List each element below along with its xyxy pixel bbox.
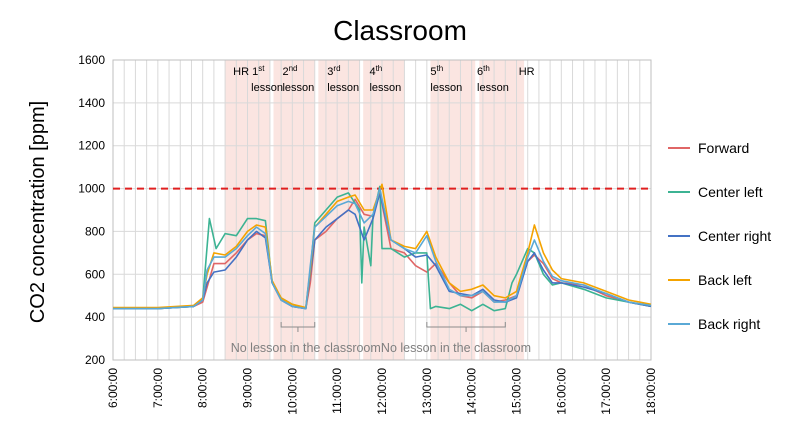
chart-title: Classroom bbox=[333, 15, 467, 46]
x-tick-label: 12:00:00 bbox=[375, 368, 389, 415]
lesson-label-1: HR 1st bbox=[233, 64, 265, 78]
y-axis-label: CO2 concentration [ppm] bbox=[27, 101, 49, 323]
legend-label: Back right bbox=[698, 316, 760, 332]
x-tick-label: 16:00:00 bbox=[554, 368, 568, 415]
series-line-center-right bbox=[113, 192, 652, 310]
x-tick-label: 14:00:00 bbox=[465, 368, 479, 415]
y-tick-label: 1600 bbox=[78, 53, 105, 67]
x-tick-label: 6:00:00 bbox=[106, 368, 120, 408]
lesson-period-6 bbox=[479, 60, 525, 360]
lesson-label-line2: lesson bbox=[369, 82, 401, 94]
legend-label: Back left bbox=[698, 272, 752, 288]
annotation-no-lesson: No lesson in the classroom bbox=[231, 341, 381, 355]
x-tick-label: 13:00:00 bbox=[420, 368, 434, 415]
legend-label: Center left bbox=[698, 184, 763, 200]
lesson-label-4: 4th bbox=[369, 64, 382, 78]
y-tick-label: 800 bbox=[85, 224, 105, 238]
y-tick-label: 1200 bbox=[78, 139, 105, 153]
y-tick-label: 400 bbox=[85, 310, 105, 324]
annotations: No lesson in the classroom No lesson in t… bbox=[231, 322, 531, 355]
lesson-label-6: 6th bbox=[477, 64, 490, 78]
x-tick-label: 15:00:00 bbox=[510, 368, 524, 415]
gridlines bbox=[112, 59, 652, 361]
annotation-bracket bbox=[280, 322, 316, 332]
lesson-label-line2: lesson bbox=[251, 82, 283, 94]
x-tick-label: 7:00:00 bbox=[151, 368, 165, 408]
y-tick-label: 1400 bbox=[78, 96, 105, 110]
plot-frame bbox=[112, 59, 652, 361]
series-line-back-left bbox=[113, 183, 652, 309]
lesson-label-line2: lesson bbox=[430, 82, 462, 94]
legend-label: Forward bbox=[698, 140, 749, 156]
lesson-label-line2: lesson bbox=[477, 82, 509, 94]
lesson-period-3 bbox=[318, 60, 360, 360]
x-tick-label: 11:00:00 bbox=[330, 368, 344, 414]
x-tick-label: 10:00:00 bbox=[285, 368, 299, 415]
annotation-no-lesson: No lesson in the classroom bbox=[381, 341, 531, 355]
y-tick-labels: 200 400 600 800 1000 1200 1400 1600 bbox=[78, 53, 105, 367]
lesson-labels: HR 1st lesson 2nd lesson 3rd lesson 4th lesson 5… bbox=[233, 64, 535, 94]
x-tick-label: 17:00:00 bbox=[599, 368, 613, 415]
legend-label: Center right bbox=[698, 228, 771, 244]
x-tick-label: 9:00:00 bbox=[241, 368, 255, 408]
lesson-label-2: 2nd bbox=[282, 64, 297, 78]
y-tick-label: 1000 bbox=[78, 182, 105, 196]
lesson-period-2 bbox=[273, 60, 315, 360]
lesson-label-line2: lesson bbox=[327, 82, 359, 94]
lesson-label-line2: lesson bbox=[282, 82, 314, 94]
x-tick-label: 8:00:00 bbox=[196, 368, 210, 408]
series-lines bbox=[113, 183, 652, 312]
x-tick-label: 18:00:00 bbox=[644, 368, 658, 415]
lesson-label-5: 5th bbox=[430, 64, 443, 78]
x-tick-labels: 6:00:00 7:00:00 8:00:00 9:00:00 10:00:00 11:0… bbox=[106, 368, 658, 415]
lesson-label-7: HR bbox=[519, 66, 535, 78]
lesson-period-5 bbox=[430, 60, 476, 360]
legend: Forward Center left Center right Back left B… bbox=[668, 140, 771, 332]
lesson-label-3: 3rd bbox=[327, 64, 340, 78]
plot-border bbox=[112, 59, 652, 361]
series-line-back-right bbox=[113, 187, 652, 310]
y-tick-label: 200 bbox=[85, 353, 105, 367]
annotation-bracket bbox=[426, 322, 506, 332]
y-tick-label: 600 bbox=[85, 267, 105, 281]
